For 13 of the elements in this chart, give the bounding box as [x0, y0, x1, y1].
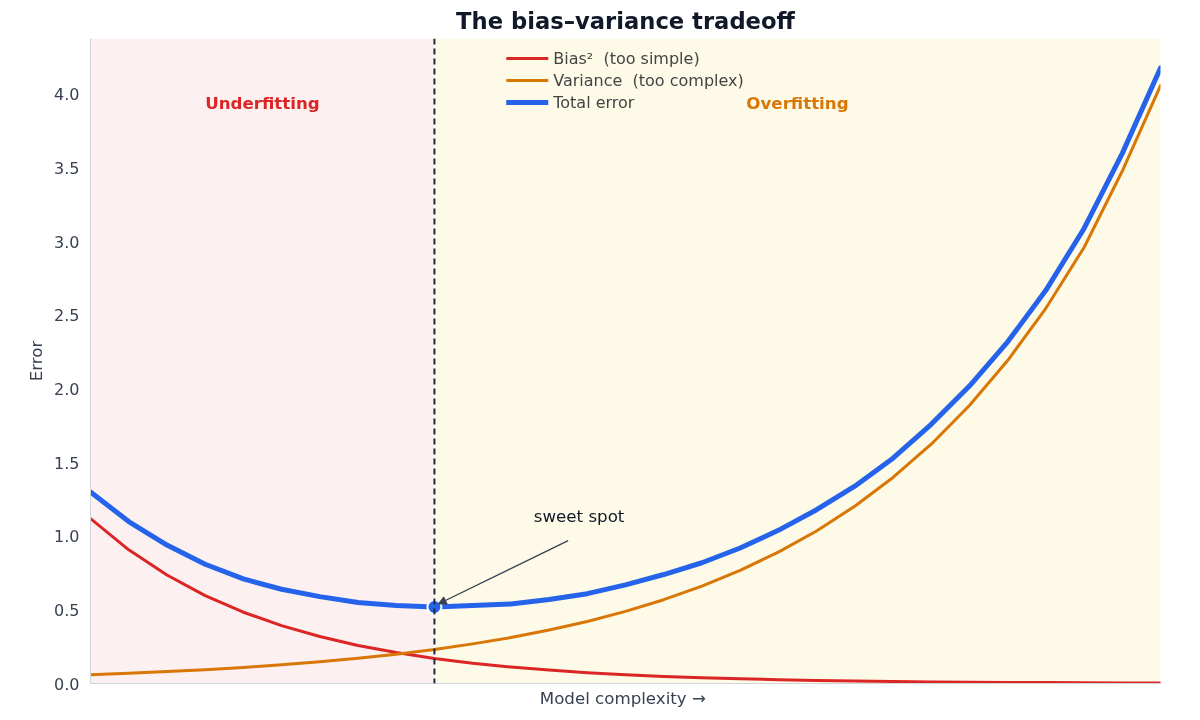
y-tick-label: 1.0 [54, 527, 80, 547]
x-axis-title: Model complexity → [539, 688, 706, 708]
y-tick-label: 3.5 [54, 159, 80, 179]
y-tick-label: 2.0 [54, 379, 80, 399]
y-tick-label: 3.0 [54, 232, 80, 252]
legend-label: Bias² (too simple) [553, 48, 700, 68]
y-axis-title: Error [27, 340, 47, 382]
y-tick-label: 0.0 [54, 674, 80, 694]
y-tick-label: 1.5 [54, 453, 80, 473]
y-tick-label: 4.0 [54, 85, 80, 105]
y-tick-label: 2.5 [54, 306, 80, 326]
chart-title: The bias–variance tradeoff [456, 7, 796, 34]
y-tick-label: 0.5 [54, 600, 80, 620]
